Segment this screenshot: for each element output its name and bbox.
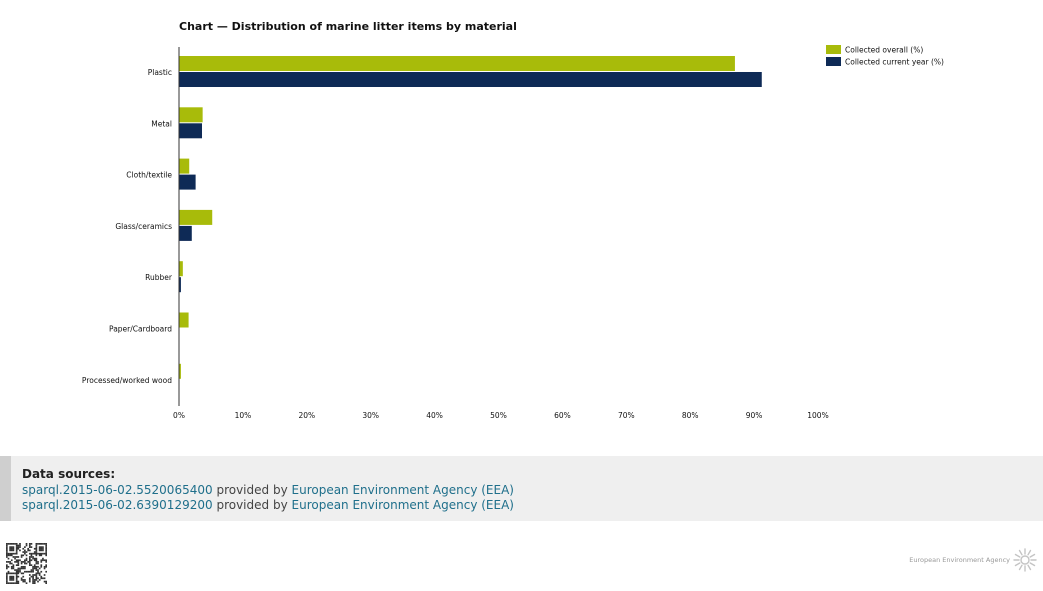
x-tick-label: 90% [746,411,763,420]
category-label: Cloth/textile [126,171,172,180]
legend-swatch [826,45,841,54]
x-tick-label: 40% [426,411,443,420]
legend-label: Collected overall (%) [845,46,923,55]
data-sources-panel: Data sources: sparql.2015-06-02.55200654… [0,456,1043,521]
bar-chart: Plastic Metal Cloth/textile Glass/ceramics R… [82,45,944,420]
bar-overall[interactable] [179,158,190,174]
bar-current-year[interactable] [179,72,762,87]
qr-code-icon [6,543,47,584]
bar-current-year[interactable] [179,174,196,190]
bar-overall[interactable] [179,363,181,379]
source-org-link[interactable]: European Environment Agency (EEA) [291,498,514,512]
x-tick-label: 30% [362,411,379,420]
category-label: Processed/worked wood [82,376,172,385]
x-tick-label: 10% [235,411,252,420]
bar-overall[interactable] [179,261,183,277]
bar-current-year[interactable] [179,277,181,293]
footer-brand-text: European Environment Agency [909,556,1010,564]
category-label: Paper/Cardboard [109,325,172,334]
source-line: sparql.2015-06-02.6390129200 provided by… [22,498,514,512]
sources-accent-bar [0,456,11,521]
footer-brand: European Environment Agency [909,548,1037,572]
x-tick-label: 70% [618,411,635,420]
source-link[interactable]: sparql.2015-06-02.6390129200 [22,498,213,512]
sources-heading: Data sources: [22,467,116,481]
x-tick-label: 60% [554,411,571,420]
bar-overall[interactable] [179,56,735,71]
category-label: Glass/ceramics [115,222,172,231]
source-provider-text: provided by [216,483,288,497]
source-provider-text: provided by [216,498,288,512]
category-label: Plastic [148,68,172,77]
x-tick-label: 0% [173,411,185,420]
bar-current-year[interactable] [179,225,192,241]
bar-overall[interactable] [179,209,213,225]
x-tick-label: 20% [298,411,315,420]
category-label: Rubber [145,273,173,282]
eea-sun-logo-icon [1013,548,1037,572]
chart-title: Chart — Distribution of marine litter it… [179,20,517,33]
source-line: sparql.2015-06-02.5520065400 provided by… [22,483,514,497]
x-tick-label: 50% [490,411,507,420]
category-label: Metal [151,119,172,128]
bar-current-year[interactable] [179,123,203,139]
x-tick-label: 80% [682,411,699,420]
bar-overall[interactable] [179,107,203,123]
x-tick-label: 100% [807,411,828,420]
source-org-link[interactable]: European Environment Agency (EEA) [291,483,514,497]
legend-label: Collected current year (%) [845,58,944,67]
legend-swatch [826,57,841,66]
source-link[interactable]: sparql.2015-06-02.5520065400 [22,483,213,497]
bar-overall[interactable] [179,312,189,328]
